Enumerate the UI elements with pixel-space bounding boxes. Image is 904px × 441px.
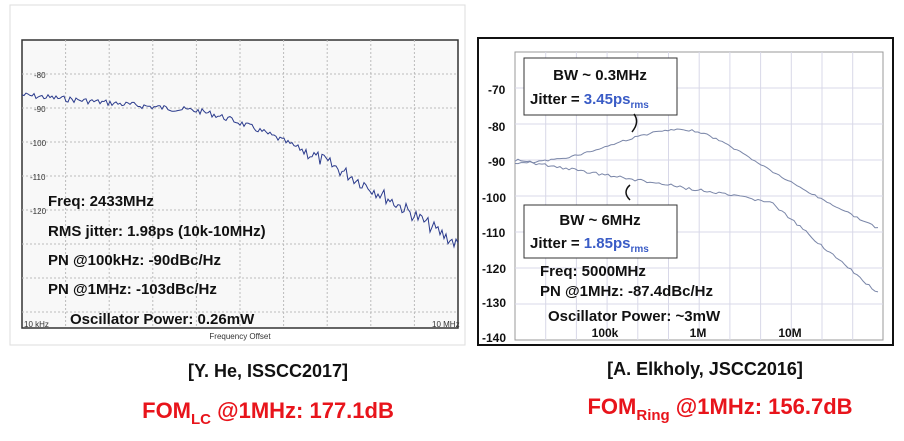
- citation: [A. Elkholy, JSCC2016]: [607, 359, 803, 379]
- y-tick-label: -100: [30, 139, 47, 148]
- annotation: Freq: 5000MHz: [540, 263, 646, 280]
- bw-label: BW ~ 0.3MHz: [553, 67, 647, 84]
- fom-text: FOM: [587, 394, 636, 419]
- jitter-subscript: rms: [630, 244, 649, 255]
- x-tick-label: 10M: [778, 326, 801, 340]
- fom-text: FOM: [142, 398, 191, 423]
- annotation: Freq: 2433MHz: [48, 193, 154, 210]
- fom: FOMRing @1MHz: 156.7dB: [587, 394, 852, 424]
- x-tick-label: 10 kHz: [24, 320, 49, 329]
- y-tick-label: -140: [482, 331, 506, 345]
- y-tick-label: -90: [34, 105, 46, 114]
- fom-subscript: Ring: [636, 407, 669, 424]
- y-tick-label: -80: [34, 71, 46, 80]
- jitter-value: 1.85ps: [584, 235, 631, 252]
- slide: -80 -90 -100 -110 -120 10 kHz 10 MHz Fre…: [0, 0, 904, 436]
- annotation: RMS jitter: 1.98ps (10k-10MHz): [48, 223, 266, 240]
- y-tick-label: -80: [488, 120, 506, 134]
- annotation: PN @1MHz: -103dBc/Hz: [48, 281, 217, 298]
- x-tick-label: 10 MHz: [432, 320, 460, 329]
- annotation: PN @1MHz: -87.4dBc/Hz: [540, 283, 713, 300]
- fom: FOMLC @1MHz: 177.1dB: [142, 398, 394, 428]
- y-tick-label: -130: [482, 296, 506, 310]
- bw-label: BW ~ 6MHz: [559, 212, 640, 229]
- x-axis-title: Frequency Offset: [209, 332, 271, 341]
- fom-text: @1MHz: 156.7dB: [670, 394, 853, 419]
- y-tick-label: -100: [482, 191, 506, 205]
- y-tick-label: -110: [30, 173, 46, 182]
- jitter-subscript: rms: [630, 100, 649, 111]
- x-tick-label: 100k: [592, 326, 619, 340]
- citation: [Y. He, ISSCC2017]: [188, 361, 348, 381]
- jitter-text: Jitter =: [530, 91, 584, 108]
- jitter-value: 3.45ps: [584, 91, 631, 108]
- y-tick-label: -120: [30, 207, 47, 216]
- y-tick-label: -90: [488, 155, 506, 169]
- fom-subscript: LC: [191, 411, 211, 428]
- jitter-text: Jitter =: [530, 235, 584, 252]
- annotation: PN @100kHz: -90dBc/Hz: [48, 252, 221, 269]
- y-tick-label: -110: [482, 226, 506, 240]
- y-tick-label: -120: [482, 262, 506, 276]
- y-tick-label: -70: [488, 83, 506, 97]
- annotation: Oscillator Power: ~3mW: [548, 308, 721, 325]
- annotation: Oscillator Power: 0.26mW: [70, 311, 255, 328]
- fom-text: @1MHz: 177.1dB: [211, 398, 394, 423]
- x-tick-label: 1M: [690, 326, 707, 340]
